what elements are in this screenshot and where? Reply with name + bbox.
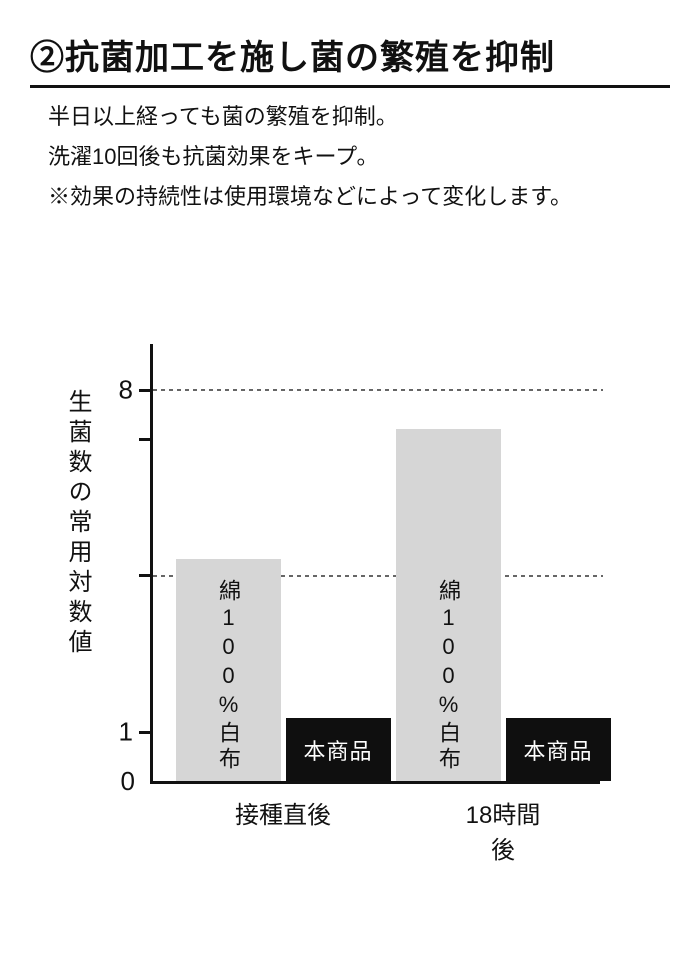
y-tick (139, 438, 153, 441)
bar-chart: 生菌数の常用対数値 0 18綿100%白布本商品綿100%白布本商品接種直後18… (70, 284, 630, 844)
plot-area: 0 18綿100%白布本商品綿100%白布本商品接種直後18時間後 (150, 344, 600, 784)
bar-label: 本商品 (303, 734, 372, 766)
y-axis-title: 生菌数の常用対数値 (60, 389, 95, 659)
bars-layer: 綿100%白布本商品 綿100%白布本商品 (153, 344, 600, 781)
y-tick (139, 574, 153, 577)
y-tick-label: 1 (119, 717, 133, 748)
y-tick (139, 731, 153, 734)
bar-label: 綿100%白布 (212, 579, 244, 773)
x-category-label: 接種直後 (235, 795, 331, 830)
y-tick-label: 8 (119, 375, 133, 406)
zero-label: 0 (121, 766, 135, 797)
bar-product: 本商品 (506, 718, 611, 782)
section-title: ②抗菌加工を施し菌の繁殖を抑制 (30, 30, 670, 88)
desc-line-3: ※効果の持続性は使用環境などによって変化します。 (48, 180, 670, 214)
x-category-label: 18時間後 (455, 795, 552, 865)
bar-label: 綿100%白布 (432, 579, 464, 773)
desc-line-1: 半日以上経っても菌の繁殖を抑制。 (48, 100, 670, 134)
bar-cotton: 綿100%白布 (176, 559, 281, 781)
desc-line-2: 洗濯10回後も抗菌効果をキープ。 (48, 140, 670, 174)
bar-label: 本商品 (523, 734, 592, 766)
bar-cotton: 綿100%白布 (396, 429, 501, 781)
description-block: 半日以上経っても菌の繁殖を抑制。 洗濯10回後も抗菌効果をキープ。 ※効果の持続… (30, 100, 670, 214)
y-tick (139, 389, 153, 392)
bar-product: 本商品 (286, 718, 391, 782)
